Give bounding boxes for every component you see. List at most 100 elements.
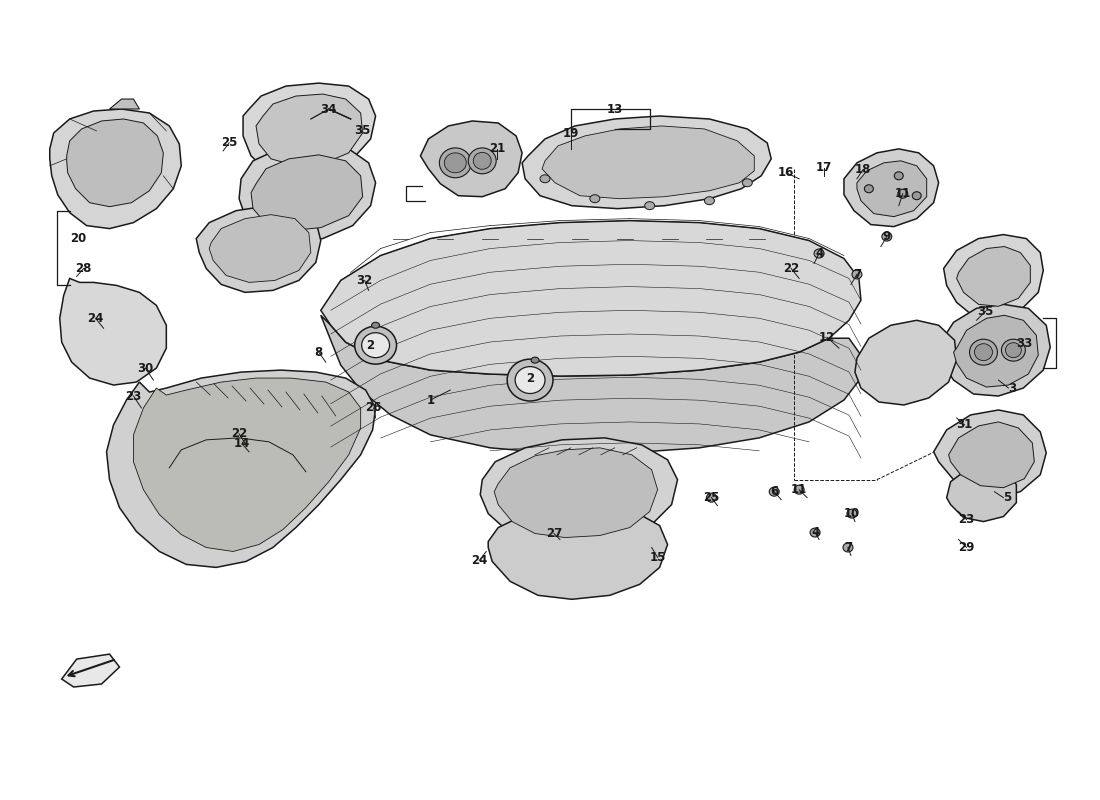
Polygon shape <box>243 83 375 178</box>
Text: 5: 5 <box>1003 491 1012 504</box>
Ellipse shape <box>894 172 903 180</box>
Ellipse shape <box>742 178 752 186</box>
Text: 3: 3 <box>1009 382 1016 394</box>
Ellipse shape <box>706 493 716 502</box>
Polygon shape <box>857 161 926 217</box>
Ellipse shape <box>843 543 852 552</box>
Text: 23: 23 <box>958 513 975 526</box>
Text: 16: 16 <box>778 166 794 179</box>
Polygon shape <box>321 315 861 454</box>
Text: 21: 21 <box>490 142 505 155</box>
Text: 31: 31 <box>956 418 972 431</box>
Polygon shape <box>494 448 658 538</box>
Polygon shape <box>59 278 166 385</box>
Polygon shape <box>209 214 311 282</box>
Text: 8: 8 <box>315 346 323 358</box>
Ellipse shape <box>372 322 379 328</box>
Ellipse shape <box>865 185 873 193</box>
Polygon shape <box>542 126 755 198</box>
Text: 4: 4 <box>815 247 823 260</box>
Text: 23: 23 <box>125 390 142 402</box>
Text: 22: 22 <box>231 427 248 440</box>
Polygon shape <box>947 466 1016 522</box>
Text: 24: 24 <box>87 312 103 325</box>
Polygon shape <box>107 370 375 567</box>
Text: 19: 19 <box>563 127 579 141</box>
Polygon shape <box>67 119 163 206</box>
Polygon shape <box>256 94 363 166</box>
Ellipse shape <box>975 344 992 361</box>
Text: 26: 26 <box>365 402 382 414</box>
Ellipse shape <box>898 190 907 198</box>
Text: 33: 33 <box>1016 337 1033 350</box>
Text: 11: 11 <box>791 483 807 496</box>
Ellipse shape <box>769 487 779 496</box>
Polygon shape <box>420 121 522 197</box>
Text: 14: 14 <box>234 438 251 450</box>
Ellipse shape <box>912 192 921 200</box>
Text: 28: 28 <box>76 262 91 275</box>
Text: 11: 11 <box>894 187 911 200</box>
Ellipse shape <box>794 486 804 494</box>
Ellipse shape <box>969 339 998 365</box>
Ellipse shape <box>590 194 600 202</box>
Ellipse shape <box>362 333 389 358</box>
Ellipse shape <box>473 152 492 170</box>
Polygon shape <box>938 304 1050 396</box>
Polygon shape <box>844 149 938 226</box>
Text: 30: 30 <box>138 362 154 374</box>
Ellipse shape <box>1001 339 1025 361</box>
Text: 17: 17 <box>816 162 833 174</box>
Polygon shape <box>239 144 375 242</box>
Polygon shape <box>251 155 363 230</box>
Text: 6: 6 <box>770 485 779 498</box>
Text: 32: 32 <box>356 274 373 287</box>
Polygon shape <box>481 438 678 543</box>
Ellipse shape <box>515 366 544 394</box>
Text: 18: 18 <box>855 163 871 176</box>
Ellipse shape <box>507 359 553 401</box>
Text: 35: 35 <box>354 125 371 138</box>
Text: 25: 25 <box>221 136 238 150</box>
Text: 7: 7 <box>844 541 852 554</box>
Text: 7: 7 <box>852 268 861 281</box>
Ellipse shape <box>851 270 862 279</box>
Polygon shape <box>855 320 957 405</box>
Ellipse shape <box>354 326 396 364</box>
Text: 2: 2 <box>366 338 375 352</box>
Ellipse shape <box>704 197 714 205</box>
Ellipse shape <box>469 148 496 174</box>
Text: 22: 22 <box>783 262 800 275</box>
Polygon shape <box>110 99 140 109</box>
Polygon shape <box>133 378 361 551</box>
Ellipse shape <box>645 202 654 210</box>
Polygon shape <box>522 116 771 209</box>
Ellipse shape <box>814 249 824 258</box>
Polygon shape <box>944 234 1043 318</box>
Polygon shape <box>948 422 1034 488</box>
Polygon shape <box>196 206 321 292</box>
Text: 35: 35 <box>977 305 993 318</box>
Polygon shape <box>488 506 668 599</box>
Ellipse shape <box>439 148 471 178</box>
Text: 9: 9 <box>882 230 891 243</box>
Text: 12: 12 <box>818 330 835 344</box>
Text: 2: 2 <box>526 371 535 385</box>
Ellipse shape <box>444 153 466 173</box>
Polygon shape <box>50 109 182 229</box>
Text: 20: 20 <box>69 232 86 245</box>
Text: 1: 1 <box>427 394 434 406</box>
Text: 27: 27 <box>546 527 562 540</box>
Text: 29: 29 <box>958 541 975 554</box>
Ellipse shape <box>882 232 892 241</box>
Text: 25: 25 <box>703 491 719 504</box>
Polygon shape <box>62 654 120 687</box>
Text: 34: 34 <box>320 102 337 115</box>
Text: 4: 4 <box>811 526 819 539</box>
Polygon shape <box>957 246 1031 306</box>
Text: 13: 13 <box>606 102 623 115</box>
Polygon shape <box>321 221 861 376</box>
Ellipse shape <box>531 357 539 363</box>
Polygon shape <box>934 410 1046 498</box>
Polygon shape <box>954 315 1038 387</box>
